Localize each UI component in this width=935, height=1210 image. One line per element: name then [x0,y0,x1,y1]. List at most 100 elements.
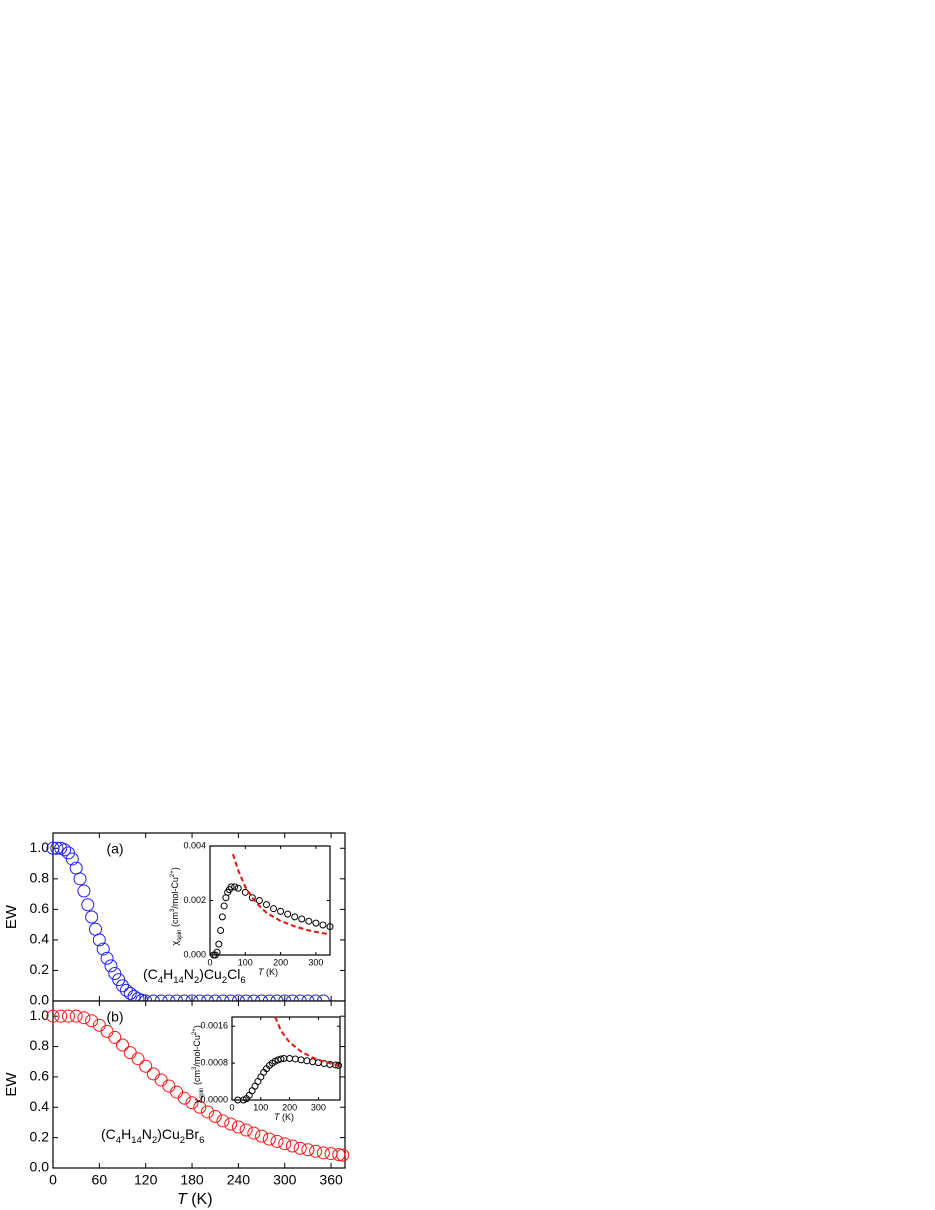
data-point [61,1009,75,1023]
data-point [247,1126,261,1140]
y-axis-label-part: ) [170,867,180,870]
data-point [284,910,292,918]
data-point [326,923,334,931]
y-axis-label: χspin (cm3/mol-Cu2+) [169,867,183,945]
y-tick-label: 0.0016 [200,1021,228,1031]
data-point [234,884,242,892]
data-point [131,1052,145,1066]
formula-label-part: 4 [116,1135,122,1146]
data-point [50,841,64,855]
y-tick-label: 0.6 [30,1068,50,1084]
x-tick-label: 360 [319,1172,343,1188]
data-point [301,1143,315,1157]
x-axis-label-part: (K) [280,1112,295,1122]
x-tick-label: 60 [92,1172,108,1188]
x-tick-label: 180 [180,1172,204,1188]
data-point [227,883,235,891]
data-point [100,951,114,965]
y-tick-label: 0.4 [30,1098,50,1114]
formula-label-part: 6 [240,975,245,986]
y-axis-label: χspin (cm3/mol-Cu2+) [191,1025,205,1103]
data-point [193,1100,207,1114]
data-point [116,979,130,993]
data-point [58,843,72,857]
data-point [217,926,225,934]
x-tick-label: 300 [311,1102,326,1112]
plot-frame [209,845,331,956]
y-axis-label-part: spin [176,930,183,941]
formula-label-part: Br [185,1126,199,1142]
data-point [215,940,223,948]
data-point [46,1009,60,1023]
panel-label: (a) [106,841,123,857]
x-tick-label: 120 [134,1172,158,1188]
y-tick-label: 0.6 [30,900,50,916]
data-point [108,1030,122,1044]
data-point [277,907,285,915]
y-tick-label: 0.0 [30,1159,50,1175]
y-axis-label-part: 3 [169,908,176,912]
x-tick-label: 200 [282,1102,297,1112]
formula-label-part: H [121,1126,131,1142]
y-tick-label: 1.0 [30,839,50,855]
x-axis-label-part: (K) [187,1191,213,1208]
y-tick-label: 0.2 [30,961,50,977]
x-axis-label: T (K) [274,1112,294,1122]
fit-curve [274,1016,339,1067]
data-point [291,913,299,921]
y-tick-label: 0.000 [183,949,206,959]
data-point [104,959,118,973]
x-tick-label: 100 [238,957,253,967]
x-axis-label-part: T [177,1191,188,1208]
y-tick-label: 1.0 [30,1007,50,1023]
data-point [298,915,306,923]
y-tick-label: 0.2 [30,1128,50,1144]
y-axis-label-part: spin [198,1088,205,1099]
data-point [309,1144,323,1158]
fit-curve [231,853,331,936]
data-point [305,917,313,925]
data-point [262,1132,276,1146]
formula-label-part: (C [101,1126,116,1142]
x-axis-label-part: T [258,967,265,977]
x-tick-label: 0 [229,1102,234,1112]
data-point [177,1091,191,1105]
x-tick-label: 240 [227,1172,251,1188]
y-axis-label-part: /mol-Cu [170,877,180,909]
data-point [139,1059,153,1073]
data-point [81,898,95,912]
y-tick-label: 0.0008 [200,1057,228,1067]
formula-label-part: Cl [227,966,240,982]
formula-label-part: N [142,1126,152,1142]
data-point [73,872,87,886]
formula-label-part: N [184,966,194,982]
data-point [285,1139,299,1153]
plot-frame [231,1016,341,1101]
y-tick-label: 0.004 [183,840,206,850]
data-point [54,1009,68,1023]
x-axis-label: T (K) [177,1191,213,1208]
formula-label-part: 2 [194,975,199,986]
formula-label-part: H [163,966,173,982]
data-point [270,1134,284,1148]
formula-label-part: 14 [131,1135,142,1146]
formula-label-part: )Cu [157,1126,180,1142]
data-point [316,1146,330,1160]
y-tick-label: 0.0 [30,992,50,1008]
data-point [332,1061,340,1069]
data-point [231,1120,245,1134]
data-point [262,901,270,909]
y-tick-label: 0.4 [30,931,50,947]
x-axis-label: T (K) [258,967,278,977]
x-tick-label: 100 [253,1102,268,1112]
x-tick-label: 200 [273,957,288,967]
data-point [116,1038,130,1052]
data-point [218,913,226,921]
data-point [213,948,221,956]
y-tick-label: 0.8 [30,1037,50,1053]
data-point [293,1141,307,1155]
y-axis-label: EW [3,1072,20,1097]
data-point [216,1114,230,1128]
data-point [208,1109,222,1123]
